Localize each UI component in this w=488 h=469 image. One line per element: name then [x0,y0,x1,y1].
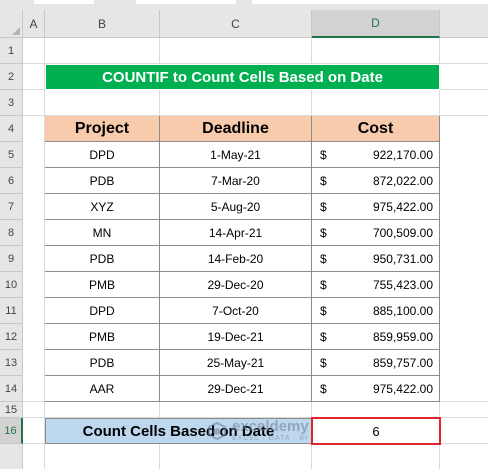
deadline-cell[interactable]: 29-Dec-20 [160,272,312,298]
select-all-corner[interactable] [0,10,23,38]
project-cell[interactable]: DPD [45,298,160,324]
project-cell[interactable]: DPD [45,142,160,168]
cost-value: 700,509.00 [372,225,433,240]
row-header[interactable]: 11 [0,298,23,324]
count-label[interactable]: Count Cells Based on Date [45,418,312,444]
project-cell[interactable]: PMB [45,324,160,350]
toolbar-tab[interactable] [136,0,236,4]
gridline [23,417,488,418]
currency-symbol: $ [320,251,327,266]
cost-value: 975,422.00 [372,199,433,214]
deadline-cell[interactable]: 7-Mar-20 [160,168,312,194]
deadline-cell[interactable]: 14-Apr-21 [160,220,312,246]
cost-cell[interactable]: $859,959.00 [312,324,440,350]
cost-cell[interactable]: $859,757.00 [312,350,440,376]
formula-bar[interactable] [252,0,488,4]
cost-value: 885,100.00 [372,303,433,318]
project-cell[interactable]: AAR [45,376,160,402]
row-header[interactable]: 2 [0,64,23,90]
cost-cell[interactable]: $885,100.00 [312,298,440,324]
cost-value: 975,422.00 [372,381,433,396]
currency-symbol: $ [320,199,327,214]
currency-symbol: $ [320,329,327,344]
cost-cell[interactable]: $975,422.00 [312,194,440,220]
column-header-a[interactable]: A [23,10,45,38]
title-banner[interactable]: COUNTIF to Count Cells Based on Date [45,64,440,90]
cost-cell[interactable]: $922,170.00 [312,142,440,168]
column-header-d[interactable]: D [312,10,440,38]
currency-symbol: $ [320,225,327,240]
deadline-cell[interactable]: 14-Feb-20 [160,246,312,272]
row-header[interactable]: 3 [0,90,23,116]
row-header[interactable]: 7 [0,194,23,220]
gridline [23,63,488,64]
cost-value: 950,731.00 [372,251,433,266]
deadline-cell[interactable]: 19-Dec-21 [160,324,312,350]
toolbar-tab[interactable] [34,0,94,4]
watermark-name: exceldemy [232,418,309,435]
cost-cell[interactable]: $700,509.00 [312,220,440,246]
cost-cell[interactable]: $872,022.00 [312,168,440,194]
gridline [44,38,45,469]
count-result-cell[interactable]: 6 [311,417,441,445]
project-cell[interactable]: PDB [45,350,160,376]
currency-symbol: $ [320,147,327,162]
deadline-cell[interactable]: 7-Oct-20 [160,298,312,324]
row-header[interactable] [0,444,23,469]
row-header[interactable]: 12 [0,324,23,350]
row-header[interactable]: 1 [0,38,23,64]
row-header[interactable]: 14 [0,376,23,402]
deadline-cell[interactable]: 5-Aug-20 [160,194,312,220]
cost-value: 859,757.00 [372,355,433,370]
currency-symbol: $ [320,303,327,318]
column-header-e[interactable] [440,10,488,38]
currency-symbol: $ [320,355,327,370]
project-cell[interactable]: PMB [45,272,160,298]
cost-cell[interactable]: $950,731.00 [312,246,440,272]
project-cell[interactable]: MN [45,220,160,246]
cost-value: 872,022.00 [372,173,433,188]
watermark-tagline: EXCEL · DATA · BI [232,435,308,442]
currency-symbol: $ [320,277,327,292]
currency-symbol: $ [320,381,327,396]
window-top-strip [0,0,488,10]
cost-cell[interactable]: $755,423.00 [312,272,440,298]
deadline-cell[interactable]: 29-Dec-21 [160,376,312,402]
gridline [23,115,488,116]
cost-value: 859,959.00 [372,329,433,344]
project-cell[interactable]: PDB [45,246,160,272]
column-header-b[interactable]: B [45,10,160,38]
row-header[interactable]: 8 [0,220,23,246]
row-header[interactable]: 16 [0,418,23,444]
project-cell[interactable]: PDB [45,168,160,194]
deadline-cell[interactable]: 1-May-21 [160,142,312,168]
header-cost[interactable]: Cost [312,116,440,142]
header-deadline[interactable]: Deadline [160,116,312,142]
select-all-icon [12,27,20,35]
row-header[interactable]: 4 [0,116,23,142]
cost-value: 922,170.00 [372,147,433,162]
cost-value: 755,423.00 [372,277,433,292]
row-header[interactable]: 10 [0,272,23,298]
deadline-cell[interactable]: 25-May-21 [160,350,312,376]
row-header[interactable]: 15 [0,402,23,418]
spreadsheet-grid[interactable]: A B C D 1 2 3 4 5 6 7 8 9 10 11 12 13 14… [0,10,488,469]
row-header[interactable]: 13 [0,350,23,376]
row-header[interactable]: 9 [0,246,23,272]
column-header-c[interactable]: C [160,10,312,38]
cost-cell[interactable]: $975,422.00 [312,376,440,402]
project-cell[interactable]: XYZ [45,194,160,220]
exceldemy-logo-icon [208,421,226,440]
currency-symbol: $ [320,173,327,188]
exceldemy-watermark: exceldemy EXCEL · DATA · BI [208,419,309,442]
row-header[interactable]: 6 [0,168,23,194]
header-project[interactable]: Project [45,116,160,142]
row-header[interactable]: 5 [0,142,23,168]
